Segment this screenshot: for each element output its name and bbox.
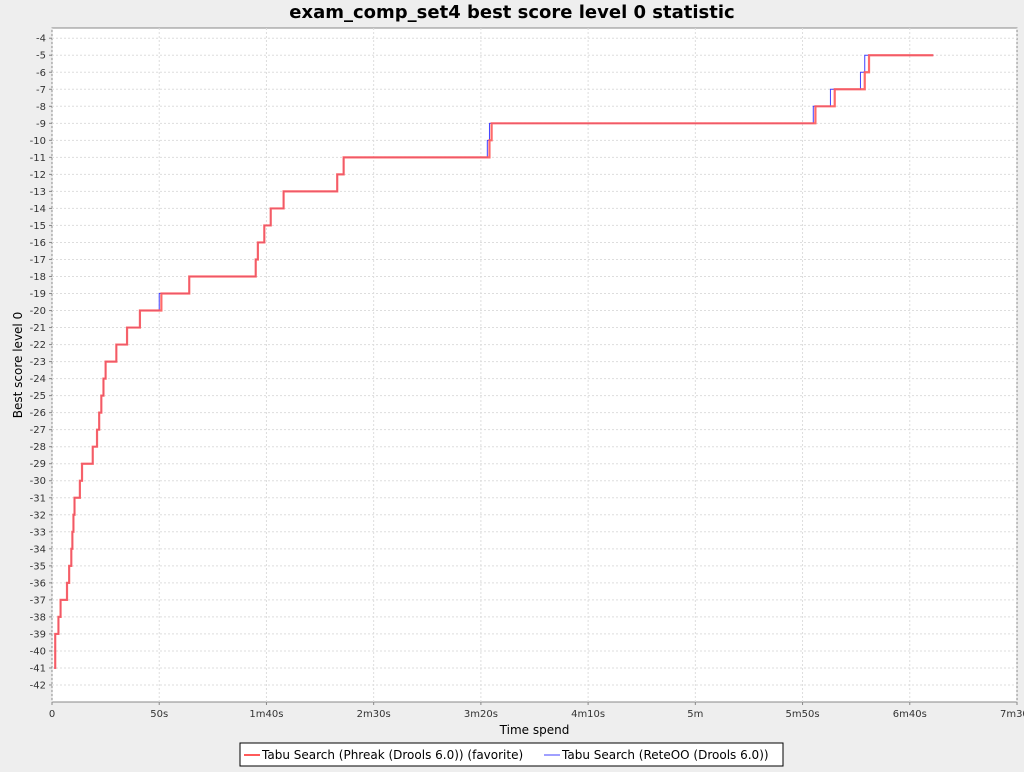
y-tick-label: -32	[30, 510, 46, 521]
chart-title: exam_comp_set4 best score level 0 statis…	[289, 2, 734, 23]
legend-label-phreak: Tabu Search (Phreak (Drools 6.0)) (favor…	[261, 748, 523, 762]
y-tick-label: -31	[30, 493, 46, 504]
y-tick-label: -21	[30, 323, 46, 334]
y-tick-label: -10	[30, 136, 46, 147]
plot-area	[51, 27, 1018, 703]
x-tick-label: 3m20s	[464, 709, 498, 720]
legend-box	[239, 742, 784, 767]
y-tick-label: -5	[36, 51, 46, 62]
y-tick-label: -22	[30, 340, 46, 351]
y-tick-label: -9	[36, 119, 46, 130]
x-tick-label: 2m30s	[357, 709, 391, 720]
x-tick-label: 1m40s	[249, 709, 283, 720]
y-tick-label: -15	[30, 221, 46, 232]
y-tick-label: -11	[30, 153, 46, 164]
legend: Tabu Search (Phreak (Drools 6.0)) (favor…	[239, 742, 784, 767]
x-tick-label: 0	[49, 709, 55, 720]
y-tick-label: -42	[30, 680, 46, 691]
y-tick-label: -24	[30, 374, 46, 385]
x-tick-label: 6m40s	[893, 709, 927, 720]
x-tick-label: 50s	[150, 709, 168, 720]
y-tick-label: -7	[36, 85, 46, 96]
y-tick-label: -40	[30, 646, 46, 657]
y-tick-label: -14	[30, 204, 46, 215]
y-tick-label: -28	[30, 442, 46, 453]
axes: -4 -5 -6 -7 -8 -9 -10 -11 -12 -13 -14 -15 -16 -17 -18 -…	[30, 34, 1024, 720]
y-tick-label: -4	[36, 34, 46, 45]
x-axis-title: Time spend	[499, 723, 570, 737]
series-lines	[54, 54, 934, 670]
y-tick-label: -25	[30, 391, 46, 402]
y-tick-label: -19	[30, 289, 46, 300]
y-tick-label: -37	[30, 595, 46, 606]
y-tick-label: -30	[30, 476, 46, 487]
legend-label-reteoo: Tabu Search (ReteOO (Drools 6.0))	[561, 748, 769, 762]
y-tick-label: -17	[30, 255, 46, 266]
y-tick-label: -16	[30, 238, 46, 249]
y-tick-label: -38	[30, 612, 46, 623]
y-tick-label: -27	[30, 425, 46, 436]
y-tick-label: -36	[30, 578, 46, 589]
y-tick-label: -34	[30, 544, 46, 555]
y-tick-label: -6	[36, 68, 46, 79]
x-tick-label: 5m	[687, 709, 703, 720]
y-tick-label: -12	[30, 170, 46, 181]
y-axis-title: Best score level 0	[11, 312, 25, 418]
x-tick-label: 5m50s	[786, 709, 820, 720]
y-tick-label: -8	[36, 102, 46, 113]
y-tick-label: -18	[30, 272, 46, 283]
y-tick-label: -20	[30, 306, 46, 317]
y-tick-label: -41	[30, 663, 46, 674]
y-tick-label: -13	[30, 187, 46, 198]
x-tick-label: 7m30s	[1000, 709, 1024, 720]
y-tick-label: -29	[30, 459, 46, 470]
y-tick-label: -35	[30, 561, 46, 572]
series-line-phreak	[54, 54, 934, 670]
y-tick-label: -26	[30, 408, 46, 419]
y-tick-label: -33	[30, 527, 46, 538]
x-tick-label: 4m10s	[571, 709, 605, 720]
y-tick-label: -23	[30, 357, 46, 368]
y-tick-label: -39	[30, 629, 46, 640]
grid-lines	[51, 28, 1018, 702]
